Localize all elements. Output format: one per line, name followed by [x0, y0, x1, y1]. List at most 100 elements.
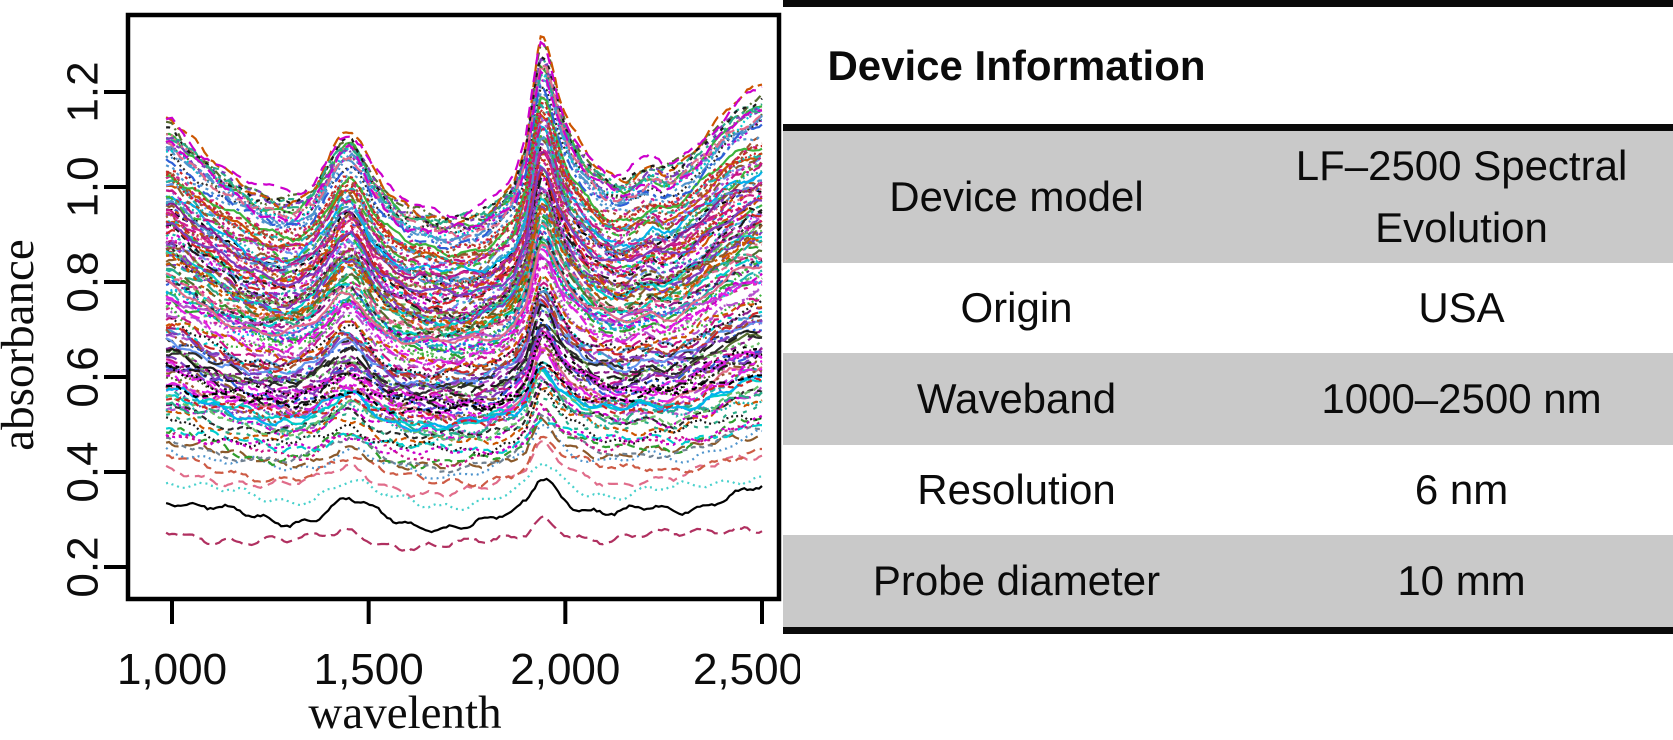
- spectrum-line: [165, 186, 763, 317]
- spectrum-line: [165, 187, 763, 315]
- y-tick-label: 1.0: [59, 156, 108, 217]
- spectrum-line: [165, 407, 763, 470]
- spectrum-line: [165, 191, 763, 323]
- spectrum-line: [165, 134, 763, 285]
- y-axis-title: absorbance: [0, 239, 44, 450]
- spectrum-line: [165, 69, 763, 235]
- spectrum-line: [165, 379, 763, 441]
- spectrum-line: [165, 274, 763, 372]
- spectrum-line: [165, 368, 763, 442]
- spectrum-line: [165, 435, 762, 488]
- spectrum-line: [165, 289, 763, 392]
- spectrum-line: [166, 204, 763, 325]
- spectrum-line: [165, 202, 763, 317]
- spectrum-line: [165, 256, 763, 352]
- spectrum-line: [165, 323, 763, 396]
- spectrum-line: [165, 342, 763, 408]
- spectrum-line: [165, 239, 763, 360]
- spectrum-line: [165, 96, 763, 259]
- spectrum-line: [165, 211, 763, 342]
- row-value: 1000–2500 nm: [1321, 375, 1602, 422]
- spectrum-line: [165, 415, 763, 471]
- y-tick-label: 0.8: [59, 251, 108, 312]
- row-label: Origin: [960, 284, 1073, 331]
- spectrum-line: [165, 229, 763, 354]
- spectrum-line: [165, 386, 763, 446]
- row-label: Waveband: [916, 375, 1117, 422]
- spectrum-line: [165, 365, 763, 427]
- spectrum-line: [165, 226, 763, 341]
- table-row: Device model LF–2500 Spectral Evolution: [783, 131, 1673, 263]
- table-bottom-border: [783, 627, 1673, 634]
- spectrum-line: [165, 153, 763, 293]
- spectrum-line: [166, 303, 763, 403]
- spectrum-line: [165, 334, 763, 423]
- spectrum-line: [166, 165, 763, 297]
- spectrum-line: [165, 462, 763, 512]
- spectrum-line: [165, 477, 763, 534]
- spectra-curves: [165, 34, 763, 554]
- row-value: 10 mm: [1397, 557, 1526, 604]
- plot-axes: 1,000 1,500 2,000 2,500 0.2 0.4 0.6 0.8 1.0 1.2: [59, 61, 803, 694]
- spectrum-line: [165, 439, 763, 499]
- spectrum-line: [165, 194, 763, 317]
- spectrum-line: [165, 361, 763, 415]
- spectrum-line: [166, 126, 763, 263]
- spectrum-line: [165, 293, 763, 391]
- spectrum-line: [165, 58, 763, 228]
- device-info-table: Device Information Device model LF–2500 …: [783, 0, 1673, 740]
- spectra-svg: 1,000 1,500 2,000 2,500 0.2 0.4 0.6 0.8 1.0 1.2 w…: [0, 12, 803, 739]
- spectrum-line: [165, 149, 763, 280]
- row-value: USA: [1418, 284, 1505, 331]
- x-tick-label: 1,500: [314, 645, 424, 694]
- spectrum-line: [165, 300, 763, 390]
- spectrum-line: [165, 40, 763, 219]
- spectrum-line: [165, 160, 763, 294]
- spectrum-line: [165, 407, 763, 456]
- spectrum-line: [165, 167, 763, 296]
- spectrum-line: [165, 220, 763, 336]
- x-tick-label: 2,000: [510, 645, 620, 694]
- spectrum-line: [165, 281, 763, 373]
- spectrum-line: [165, 343, 763, 419]
- table-header-separator: [783, 124, 1673, 131]
- spectrum-line: [165, 147, 763, 283]
- row-value: 6 nm: [1414, 466, 1509, 513]
- spectrum-line: [165, 125, 763, 274]
- spectrum-line: [165, 119, 763, 278]
- absorbance-spectra-plot: 1,000 1,500 2,000 2,500 0.2 0.4 0.6 0.8 1.0 1.2 w…: [0, 0, 803, 740]
- spectrum-line: [165, 201, 763, 331]
- spectrum-line: [165, 107, 763, 254]
- spectrum-line: [165, 514, 763, 554]
- spectrum-line: [166, 402, 763, 469]
- spectrum-line: [165, 220, 763, 336]
- spectrum-line: [165, 135, 763, 277]
- spectrum-line: [165, 55, 763, 224]
- spectrum-line: [165, 73, 763, 240]
- table-header: Device Information: [827, 42, 1206, 89]
- table-row: Waveband 1000–2500 nm: [783, 353, 1673, 445]
- spectrum-line: [165, 308, 763, 389]
- spectrum-line: [165, 193, 763, 320]
- spectrum-line: [165, 331, 763, 409]
- spectrum-line: [165, 125, 763, 284]
- table-row: Probe diameter 10 mm: [783, 535, 1673, 627]
- spectrum-line: [166, 73, 763, 226]
- table-row: Origin USA: [783, 263, 1673, 353]
- spectrum-line: [165, 207, 763, 334]
- spectrum-line: [165, 34, 763, 227]
- row-label: Probe diameter: [872, 557, 1161, 604]
- spectrum-line: [165, 91, 763, 247]
- row-label: Resolution: [917, 466, 1116, 513]
- spectrum-line: [166, 265, 763, 369]
- y-tick-label: 0.4: [59, 441, 108, 502]
- row-label: Device model: [889, 173, 1144, 220]
- spectrum-line: [165, 135, 763, 285]
- y-tick-label: 0.2: [59, 536, 108, 597]
- table-top-border: [783, 0, 1673, 7]
- spectrum-line: [165, 101, 763, 263]
- table-header-row: Device Information: [783, 7, 1673, 124]
- spectrum-line: [165, 322, 763, 416]
- spectrum-line: [165, 156, 763, 293]
